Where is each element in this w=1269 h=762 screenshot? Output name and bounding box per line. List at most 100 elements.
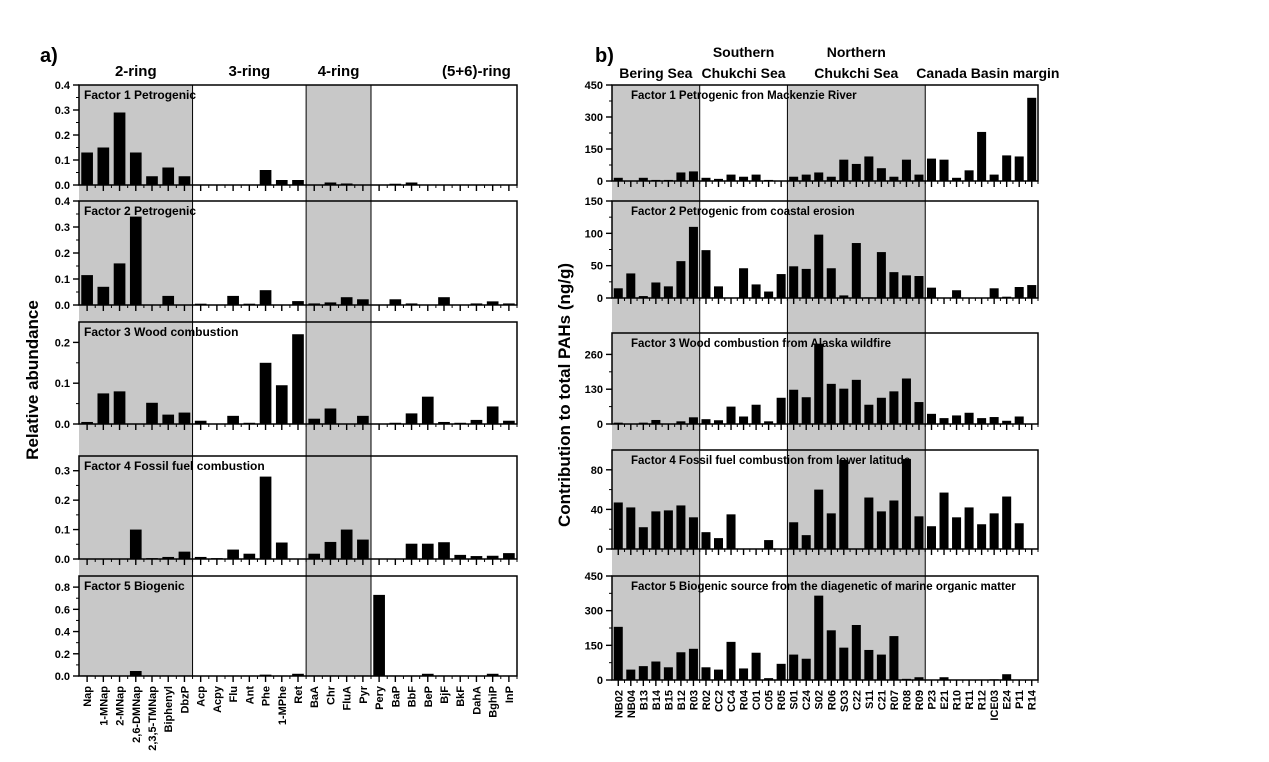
x-tick-label: S01 xyxy=(789,690,801,710)
group-label-2: Chukchi Sea xyxy=(814,65,898,81)
x-tick-label: BbF xyxy=(407,686,419,708)
x-tick-label: S02 xyxy=(814,690,826,710)
bar-f1-2,3,5-TMNap xyxy=(146,176,158,185)
bar-f1-FluA xyxy=(340,183,353,185)
bar-f1-S01 xyxy=(789,176,799,181)
bar-f3-E21 xyxy=(939,418,949,424)
y-tick-label: 0.1 xyxy=(55,378,70,390)
x-tick-label: Pyr xyxy=(358,685,370,703)
bar-f5-R05 xyxy=(776,663,786,680)
x-tick-label: BghiP xyxy=(488,686,500,718)
bar-f3-B14 xyxy=(651,419,661,424)
bar-f3-BghiP xyxy=(486,406,499,424)
x-tick-label: R10 xyxy=(952,690,964,710)
bar-f2-R02 xyxy=(701,250,711,298)
bar-f4-E24 xyxy=(1002,496,1012,549)
bar-f2-S11 xyxy=(864,297,874,299)
y-tick-label: 80 xyxy=(591,465,603,477)
bar-f4-P11 xyxy=(1014,523,1024,549)
x-tick-label: BaA xyxy=(309,686,321,708)
bar-f3-Ant xyxy=(243,422,256,424)
bar-f1-R04 xyxy=(739,176,749,181)
bar-f3-R11 xyxy=(964,412,974,424)
bar-f5-B14 xyxy=(651,661,661,680)
bar-f4-FluA xyxy=(340,529,353,559)
y-tick-label: 50 xyxy=(591,261,603,273)
bar-f3-R08 xyxy=(901,378,911,424)
bar-f5-R07 xyxy=(889,636,899,680)
bar-f1-BaP xyxy=(389,183,402,185)
bar-f5-BaA xyxy=(308,675,321,677)
bar-f4-2,3,5-TMNap xyxy=(146,558,158,560)
bar-f3-InP xyxy=(503,420,515,424)
bar-f3-Flu xyxy=(227,415,239,424)
y-tick-label: 0.3 xyxy=(55,105,70,117)
bar-f5-R04 xyxy=(739,668,749,680)
bar-f1-DbzP xyxy=(178,176,191,185)
bar-f4-S01 xyxy=(789,522,799,549)
bar-f1-1-MNap xyxy=(97,147,110,185)
y-axis-title: Contribution to total PAHs (ng/g) xyxy=(555,263,574,527)
bar-f2-DahA xyxy=(470,303,483,305)
bar-f3-CC2 xyxy=(713,420,724,424)
x-tick-label: R11 xyxy=(964,690,976,710)
bar-f1-B13 xyxy=(638,177,648,181)
y-tick-label: 150 xyxy=(585,144,603,156)
bar-f2-Ret xyxy=(292,301,304,305)
x-tick-label: Flu xyxy=(228,686,240,703)
y-tick-label: 0.0 xyxy=(55,554,70,566)
bar-f3-1-MPhe xyxy=(275,385,288,424)
bar-f1-R11 xyxy=(964,170,974,181)
bar-f1-Nap xyxy=(81,152,93,185)
bar-f5-R06 xyxy=(826,630,836,680)
bar-f3-BkF xyxy=(454,422,467,424)
bar-f1-SO3 xyxy=(839,159,849,181)
x-tick-label: C24 xyxy=(801,689,813,710)
x-tick-label: InP xyxy=(504,686,516,703)
panel-label: a) xyxy=(40,45,58,67)
subplot-title-5: Factor 5 Biogenic source from the diagen… xyxy=(631,581,1016,593)
bar-f3-Nap xyxy=(81,421,93,424)
x-tick-label: Chr xyxy=(325,685,337,705)
x-tick-label: 2-MNap xyxy=(115,686,127,726)
y-tick-label: 0 xyxy=(597,675,603,687)
bar-f2-Biphenyl xyxy=(162,295,175,305)
bar-f2-Acp xyxy=(194,303,207,305)
y-tick-label: 0.1 xyxy=(55,155,70,167)
bar-f3-Ret xyxy=(292,334,304,424)
bar-f5-InP xyxy=(503,675,515,677)
bar-f2-R07 xyxy=(889,272,899,298)
bar-f1-C24 xyxy=(801,174,811,181)
bar-f3-SO3 xyxy=(839,388,849,424)
bar-f5-S01 xyxy=(789,654,799,680)
bar-f5-C01 xyxy=(751,652,761,680)
bar-f3-2,3,5-TMNap xyxy=(146,402,158,424)
bar-f4-Ant xyxy=(243,553,256,559)
bar-f2-R03 xyxy=(688,226,698,298)
x-tick-label: S11 xyxy=(864,690,876,709)
bar-f5-BghiP xyxy=(486,673,499,676)
subplot-title-1: Factor 1 Petrogenic xyxy=(84,88,196,102)
bar-f1-NB02 xyxy=(613,177,623,181)
bar-f1-R07 xyxy=(889,176,899,181)
bar-f4-2,6-DMNap xyxy=(129,529,142,559)
x-tick-label: B13 xyxy=(638,690,650,710)
x-tick-label: P23 xyxy=(927,690,939,710)
bar-f4-S11 xyxy=(864,497,874,549)
bar-f3-E24 xyxy=(1002,420,1012,424)
bar-f4-BeP xyxy=(421,543,434,559)
x-tick-label: 2,6-DMNap xyxy=(131,686,143,743)
bar-f1-2-MNap xyxy=(113,112,126,185)
y-tick-label: 0.6 xyxy=(55,604,70,616)
bar-f4-CC4 xyxy=(726,514,736,549)
bar-f2-R14 xyxy=(1027,285,1037,298)
bar-f1-CC2 xyxy=(713,178,724,181)
bar-f2-R10 xyxy=(952,290,962,298)
bar-f1-E21 xyxy=(939,159,949,181)
y-tick-label: 0.4 xyxy=(55,627,71,639)
bar-f3-Biphenyl xyxy=(162,414,175,424)
bar-f4-BjF xyxy=(438,542,450,559)
bar-f3-R02 xyxy=(701,419,711,424)
bar-f5-BeP xyxy=(421,673,434,676)
